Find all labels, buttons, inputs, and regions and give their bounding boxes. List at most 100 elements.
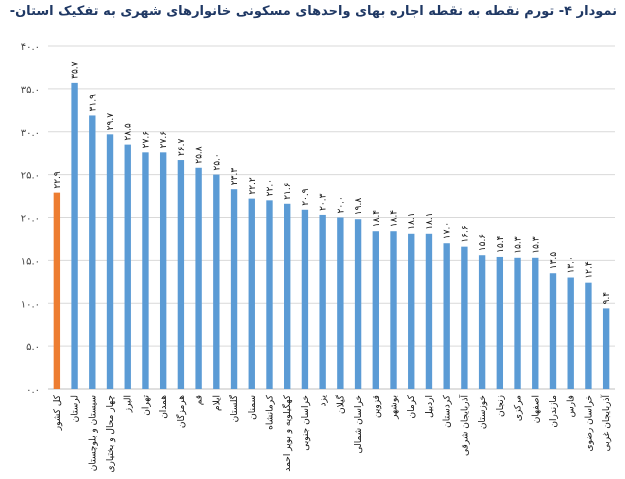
category-label: آذربایجان شرقی [458,395,470,456]
bar [390,231,397,389]
data-label: ۲۳.۳ [230,168,240,186]
y-tick-label: ۱۵.۰ [21,256,40,267]
category-label: بوشهر [390,395,400,420]
bar [230,189,238,389]
bar [478,255,486,389]
bar [159,152,167,389]
bar [301,209,309,389]
bar [549,273,557,389]
data-label: ۱۵.۳ [514,236,524,254]
y-tick-label: ۱۰.۰ [21,299,40,310]
category-label: البرز [124,395,134,413]
bar [319,214,326,389]
category-label: کل کشور [53,394,63,431]
category-label: خوزستان [478,395,488,429]
category-label: همدان [159,395,169,419]
category-label: گلستان [228,394,240,422]
data-label: ۲۰.۰ [336,196,346,213]
data-label: ۲۹.۷ [106,113,116,131]
y-tick-label: ۳۰.۰ [21,128,40,139]
category-label: هرمزگان [175,395,187,428]
category-label: اصفهان [531,395,541,423]
data-label: ۱۸.۱ [425,212,435,229]
data-label: ۲۲.۰ [265,179,275,196]
chart-title: نمودار ۴- تورم نقطه به نقطه اجاره بهای و… [8,4,617,19]
bar [602,308,610,389]
bar [372,231,379,389]
bar [53,192,61,389]
category-label: خراسان شمالی [354,395,364,454]
bar [106,134,114,389]
data-label: ۱۷.۰ [443,222,453,239]
data-label: ۲۰.۳ [319,193,329,211]
y-tick-label: ۲۰.۰ [21,214,40,225]
y-tick-label: ۵.۰ [26,342,40,353]
data-label: ۱۵.۴ [496,235,506,253]
y-tick-label: ۳۵.۰ [21,85,40,96]
category-label: اردبیل [425,395,435,418]
category-label: چهار محال و بختیاری [106,395,116,473]
category-label: خراسان جنوبی [301,395,311,451]
bars [53,82,610,390]
data-label: ۲۸.۵ [124,123,134,141]
data-label: ۱۹.۸ [354,198,364,216]
bar [71,82,78,389]
category-label: آذربایجان غربی [600,395,612,452]
data-label: ۱۸.۴ [390,210,400,228]
category-label: کرمانشاه [265,394,275,430]
data-label: ۳۱.۹ [88,94,98,112]
data-label: ۲۲.۹ [53,171,63,189]
category-labels: کل کشور لرستان سیستان و بلوچستان چهار محال … [53,394,612,472]
data-label: ۲۷.۶ [159,131,169,149]
bar [142,152,149,389]
bar [213,174,220,389]
bar [124,144,131,389]
gridlines [48,45,615,390]
category-label: مازندران [549,395,559,428]
bar [496,256,504,389]
category-label: کرمان [407,394,417,418]
data-label: ۲۱.۶ [283,182,293,200]
bar [284,203,291,389]
category-label: زنجان [496,395,506,417]
data-label: ۲۶.۷ [177,139,187,157]
data-label: ۱۳.۵ [549,252,559,270]
bar [408,233,415,389]
category-label: قم [195,395,205,405]
data-label: ۱۳.۰ [567,256,577,273]
category-label: سمنان [248,395,258,420]
category-label: لرستان [71,395,81,422]
category-label: خراسان رضوی [584,395,594,451]
category-label: مرکزی [514,395,524,421]
data-label: ۳۵.۷ [71,61,81,79]
bar [585,282,592,389]
data-label: ۲۵.۰ [212,153,222,170]
category-label: ایلام [212,395,222,411]
data-label: ۲۰.۹ [301,188,311,206]
data-label: ۱۵.۶ [478,234,488,252]
category-label: فارس [567,395,577,417]
category-label: گیلان [334,394,346,414]
bar [337,217,344,389]
category-label: تهران [141,395,151,416]
bar [248,198,255,389]
category-label: سیستان و بلوچستان [88,395,98,471]
bar [514,257,521,389]
category-label: یزد [319,395,329,407]
bar [177,160,185,389]
bar [89,115,96,390]
category-label: کردستان [443,394,453,428]
bar [354,219,362,389]
category-label: قزوین [372,395,382,418]
data-label: ۱۵.۳ [531,236,541,254]
bar [425,233,433,389]
bar [195,167,202,389]
data-label: ۱۲.۴ [584,261,594,279]
bar [567,277,574,389]
data-label: ۱۶.۶ [460,225,470,243]
y-tick-label: ۰.۰ [26,385,40,396]
y-tick-label: ۲۵.۰ [21,171,40,182]
data-label: ۲۷.۶ [141,131,151,149]
bar [532,257,539,389]
